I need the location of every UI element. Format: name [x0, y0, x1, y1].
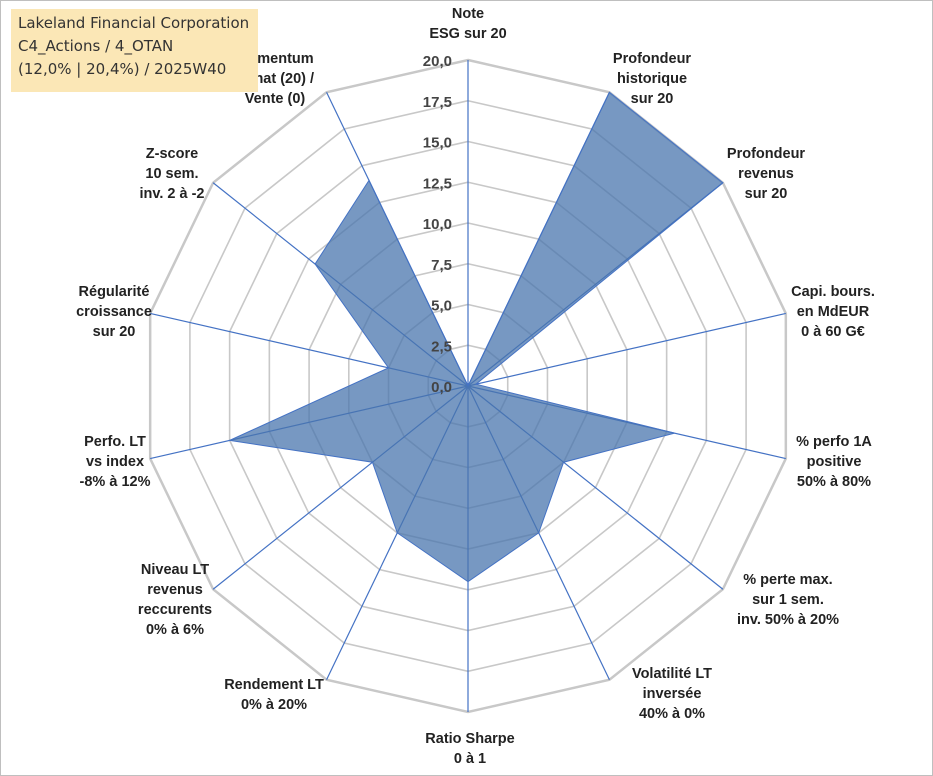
tick-label-2: 5,0 — [431, 298, 452, 315]
title-line-stats: (12,0% | 20,4%) / 2025W40 — [18, 60, 227, 78]
axis-label-line: inv. 2 à -2 — [139, 186, 205, 202]
axis-label-line: croissance — [76, 304, 152, 320]
axis-label-line: Régularité — [78, 284, 150, 300]
axis-spoke-3 — [467, 312, 786, 387]
tick-label-5: 12,5 — [423, 175, 452, 192]
axis-label-line: reccurents — [137, 602, 213, 618]
axis-label-line: 10 sem. — [145, 166, 199, 182]
axis-label-line: sur 20 — [92, 324, 136, 340]
axis-label-line: Rendement LT — [224, 677, 324, 693]
axis-label-line: 0% à 6% — [145, 622, 205, 638]
tick-label-3: 7,5 — [431, 257, 452, 274]
axis-label-line: Profondeur — [726, 146, 806, 162]
axis-label-line: sur 20 — [630, 91, 674, 107]
axis-label-line: en MdEUR — [796, 304, 870, 320]
axis-label-3: Capi. bours. en MdEUR 0 à 60 G€ — [791, 282, 875, 342]
axis-label-line: Volatilité LT — [631, 666, 713, 682]
axis-label-line: Ratio Sharpe — [425, 731, 515, 747]
tick-label-7: 17,5 — [423, 94, 452, 111]
axis-label-line: Vente (0) — [244, 91, 306, 107]
title-line-category: C4_Actions / 4_OTAN — [18, 37, 174, 55]
axis-label-11: Régularité croissance sur 20 — [76, 282, 152, 342]
axis-label-2: Profondeur revenus sur 20 — [727, 144, 805, 204]
axis-label-4: % perfo 1A positive 50% à 80% — [796, 432, 872, 492]
chart-title-box: Lakeland Financial Corporation C4_Action… — [11, 9, 258, 92]
axis-label-0: Note ESG sur 20 — [429, 4, 506, 44]
series-area-0 — [227, 91, 724, 583]
axis-label-line: sur 20 — [744, 186, 788, 202]
axis-label-line: Profondeur — [612, 51, 692, 67]
axis-label-10: Perfo. LT vs index -8% à 12% — [80, 432, 151, 492]
tick-label-1: 2,5 — [431, 338, 452, 355]
axis-label-line: historique — [616, 71, 688, 87]
axis-label-line: revenus — [147, 582, 203, 598]
axis-label-1: Profondeur historique sur 20 — [613, 49, 691, 109]
axis-label-line: positive — [806, 454, 862, 470]
tick-label-6: 15,0 — [423, 135, 452, 152]
axis-label-line: Capi. bours. — [791, 284, 875, 300]
axis-label-line: 0% à 20% — [240, 697, 308, 713]
axis-label-line: 0 à 60 G€ — [801, 324, 865, 340]
axis-label-line: ESG sur 20 — [429, 26, 507, 42]
axis-label-6: Volatilité LT inversée 40% à 0% — [632, 664, 712, 724]
axis-label-line: 40% à 0% — [638, 706, 706, 722]
axis-label-8: Rendement LT 0% à 20% — [224, 675, 324, 715]
axis-label-12: Z-score 10 sem. inv. 2 à -2 — [139, 144, 204, 204]
axis-label-line: % perte max. — [743, 572, 833, 588]
axis-label-5: % perte max. sur 1 sem. inv. 50% à 20% — [737, 570, 839, 630]
tick-label-0: 0,0 — [431, 379, 452, 396]
axis-label-line: inv. 50% à 20% — [736, 612, 840, 628]
axis-label-line: inversée — [642, 686, 702, 702]
axis-label-9: Niveau LT revenus reccurents 0% à 6% — [138, 560, 212, 640]
axis-label-line: vs index — [85, 454, 145, 470]
axis-label-line: Z-score — [145, 146, 199, 162]
axis-label-line: Note — [451, 6, 485, 22]
axis-label-line: -8% à 12% — [79, 474, 151, 490]
tick-label-4: 10,0 — [423, 216, 452, 233]
tick-label-8: 20,0 — [423, 53, 452, 70]
axis-label-line: Niveau LT — [140, 562, 210, 578]
axis-label-line: Perfo. LT — [84, 434, 146, 450]
axis-label-line: 0 à 1 — [453, 751, 487, 767]
axis-label-line: revenus — [738, 166, 794, 182]
title-line-company: Lakeland Financial Corporation — [18, 14, 250, 32]
axis-label-line: % perfo 1A — [796, 434, 872, 450]
axis-label-line: 50% à 80% — [796, 474, 872, 490]
axis-label-7: Ratio Sharpe 0 à 1 — [425, 729, 514, 769]
axis-label-line: sur 1 sem. — [752, 592, 824, 608]
